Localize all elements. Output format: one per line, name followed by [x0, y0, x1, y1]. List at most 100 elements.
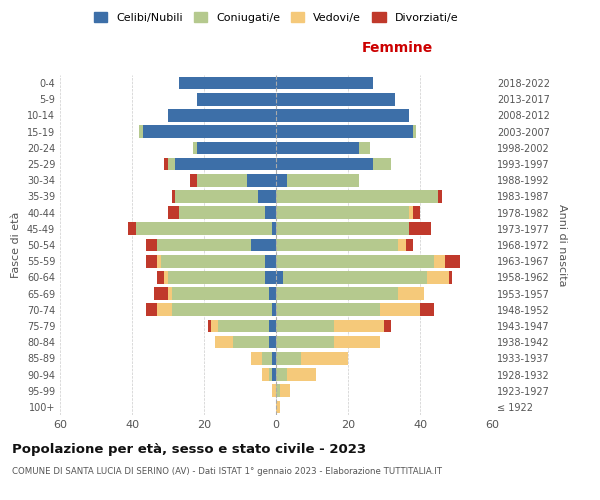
- Bar: [197, 93, 276, 106]
- Bar: [276, 206, 409, 219]
- Bar: [193, 142, 197, 154]
- Y-axis label: Fasce di età: Fasce di età: [11, 212, 21, 278]
- Bar: [208, 320, 211, 332]
- Bar: [359, 142, 370, 154]
- Bar: [287, 368, 316, 381]
- Bar: [168, 158, 175, 170]
- Bar: [168, 288, 172, 300]
- Bar: [272, 352, 276, 364]
- Bar: [269, 288, 276, 300]
- Bar: [175, 190, 258, 202]
- Bar: [287, 174, 359, 186]
- Bar: [276, 142, 359, 154]
- Bar: [197, 142, 276, 154]
- Bar: [164, 271, 168, 283]
- Bar: [179, 206, 265, 219]
- Bar: [269, 320, 276, 332]
- Bar: [276, 222, 409, 235]
- Bar: [197, 174, 247, 186]
- Bar: [272, 384, 276, 397]
- Bar: [179, 77, 276, 90]
- Bar: [172, 288, 269, 300]
- Bar: [269, 336, 276, 348]
- Bar: [139, 126, 143, 138]
- Bar: [265, 255, 276, 268]
- Legend: Celibi/Nubili, Coniugati/e, Vedovi/e, Divorziati/e: Celibi/Nubili, Coniugati/e, Vedovi/e, Di…: [89, 8, 463, 28]
- Bar: [445, 255, 460, 268]
- Bar: [276, 320, 334, 332]
- Bar: [272, 304, 276, 316]
- Bar: [154, 288, 168, 300]
- Bar: [334, 320, 384, 332]
- Bar: [211, 320, 218, 332]
- Bar: [168, 271, 265, 283]
- Bar: [146, 255, 157, 268]
- Bar: [413, 206, 420, 219]
- Bar: [276, 109, 409, 122]
- Bar: [398, 238, 406, 252]
- Bar: [161, 255, 265, 268]
- Bar: [251, 238, 276, 252]
- Bar: [409, 222, 431, 235]
- Bar: [276, 368, 287, 381]
- Bar: [157, 255, 161, 268]
- Bar: [172, 304, 272, 316]
- Bar: [276, 238, 398, 252]
- Text: Femmine: Femmine: [361, 40, 433, 54]
- Bar: [276, 190, 438, 202]
- Bar: [434, 255, 445, 268]
- Bar: [438, 190, 442, 202]
- Bar: [280, 384, 290, 397]
- Bar: [334, 336, 380, 348]
- Bar: [215, 336, 233, 348]
- Bar: [272, 368, 276, 381]
- Bar: [276, 352, 301, 364]
- Bar: [276, 400, 280, 413]
- Bar: [413, 126, 416, 138]
- Bar: [301, 352, 348, 364]
- Bar: [136, 222, 272, 235]
- Bar: [406, 238, 413, 252]
- Bar: [276, 304, 380, 316]
- Bar: [157, 304, 172, 316]
- Bar: [276, 158, 373, 170]
- Bar: [164, 158, 168, 170]
- Text: Popolazione per età, sesso e stato civile - 2023: Popolazione per età, sesso e stato civil…: [12, 442, 366, 456]
- Bar: [427, 271, 449, 283]
- Bar: [172, 190, 175, 202]
- Bar: [276, 77, 373, 90]
- Bar: [146, 304, 157, 316]
- Bar: [384, 320, 391, 332]
- Bar: [233, 336, 269, 348]
- Bar: [380, 304, 420, 316]
- Bar: [398, 288, 424, 300]
- Bar: [128, 222, 136, 235]
- Bar: [269, 368, 272, 381]
- Bar: [218, 320, 269, 332]
- Bar: [262, 368, 269, 381]
- Bar: [276, 384, 280, 397]
- Bar: [143, 126, 276, 138]
- Bar: [265, 271, 276, 283]
- Bar: [276, 255, 434, 268]
- Bar: [265, 206, 276, 219]
- Bar: [420, 304, 434, 316]
- Bar: [449, 271, 452, 283]
- Bar: [247, 174, 276, 186]
- Bar: [251, 352, 262, 364]
- Bar: [276, 174, 287, 186]
- Bar: [283, 271, 427, 283]
- Y-axis label: Anni di nascita: Anni di nascita: [557, 204, 566, 286]
- Text: COMUNE DI SANTA LUCIA DI SERINO (AV) - Dati ISTAT 1° gennaio 2023 - Elaborazione: COMUNE DI SANTA LUCIA DI SERINO (AV) - D…: [12, 468, 442, 476]
- Bar: [258, 190, 276, 202]
- Bar: [157, 238, 251, 252]
- Bar: [175, 158, 276, 170]
- Bar: [409, 206, 413, 219]
- Bar: [276, 336, 334, 348]
- Bar: [146, 238, 157, 252]
- Bar: [168, 206, 179, 219]
- Bar: [276, 271, 283, 283]
- Bar: [276, 288, 398, 300]
- Bar: [272, 222, 276, 235]
- Bar: [373, 158, 391, 170]
